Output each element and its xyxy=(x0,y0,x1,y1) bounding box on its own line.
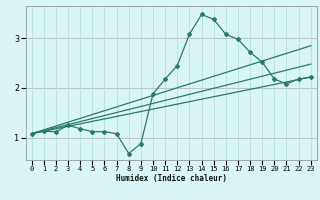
X-axis label: Humidex (Indice chaleur): Humidex (Indice chaleur) xyxy=(116,174,227,183)
